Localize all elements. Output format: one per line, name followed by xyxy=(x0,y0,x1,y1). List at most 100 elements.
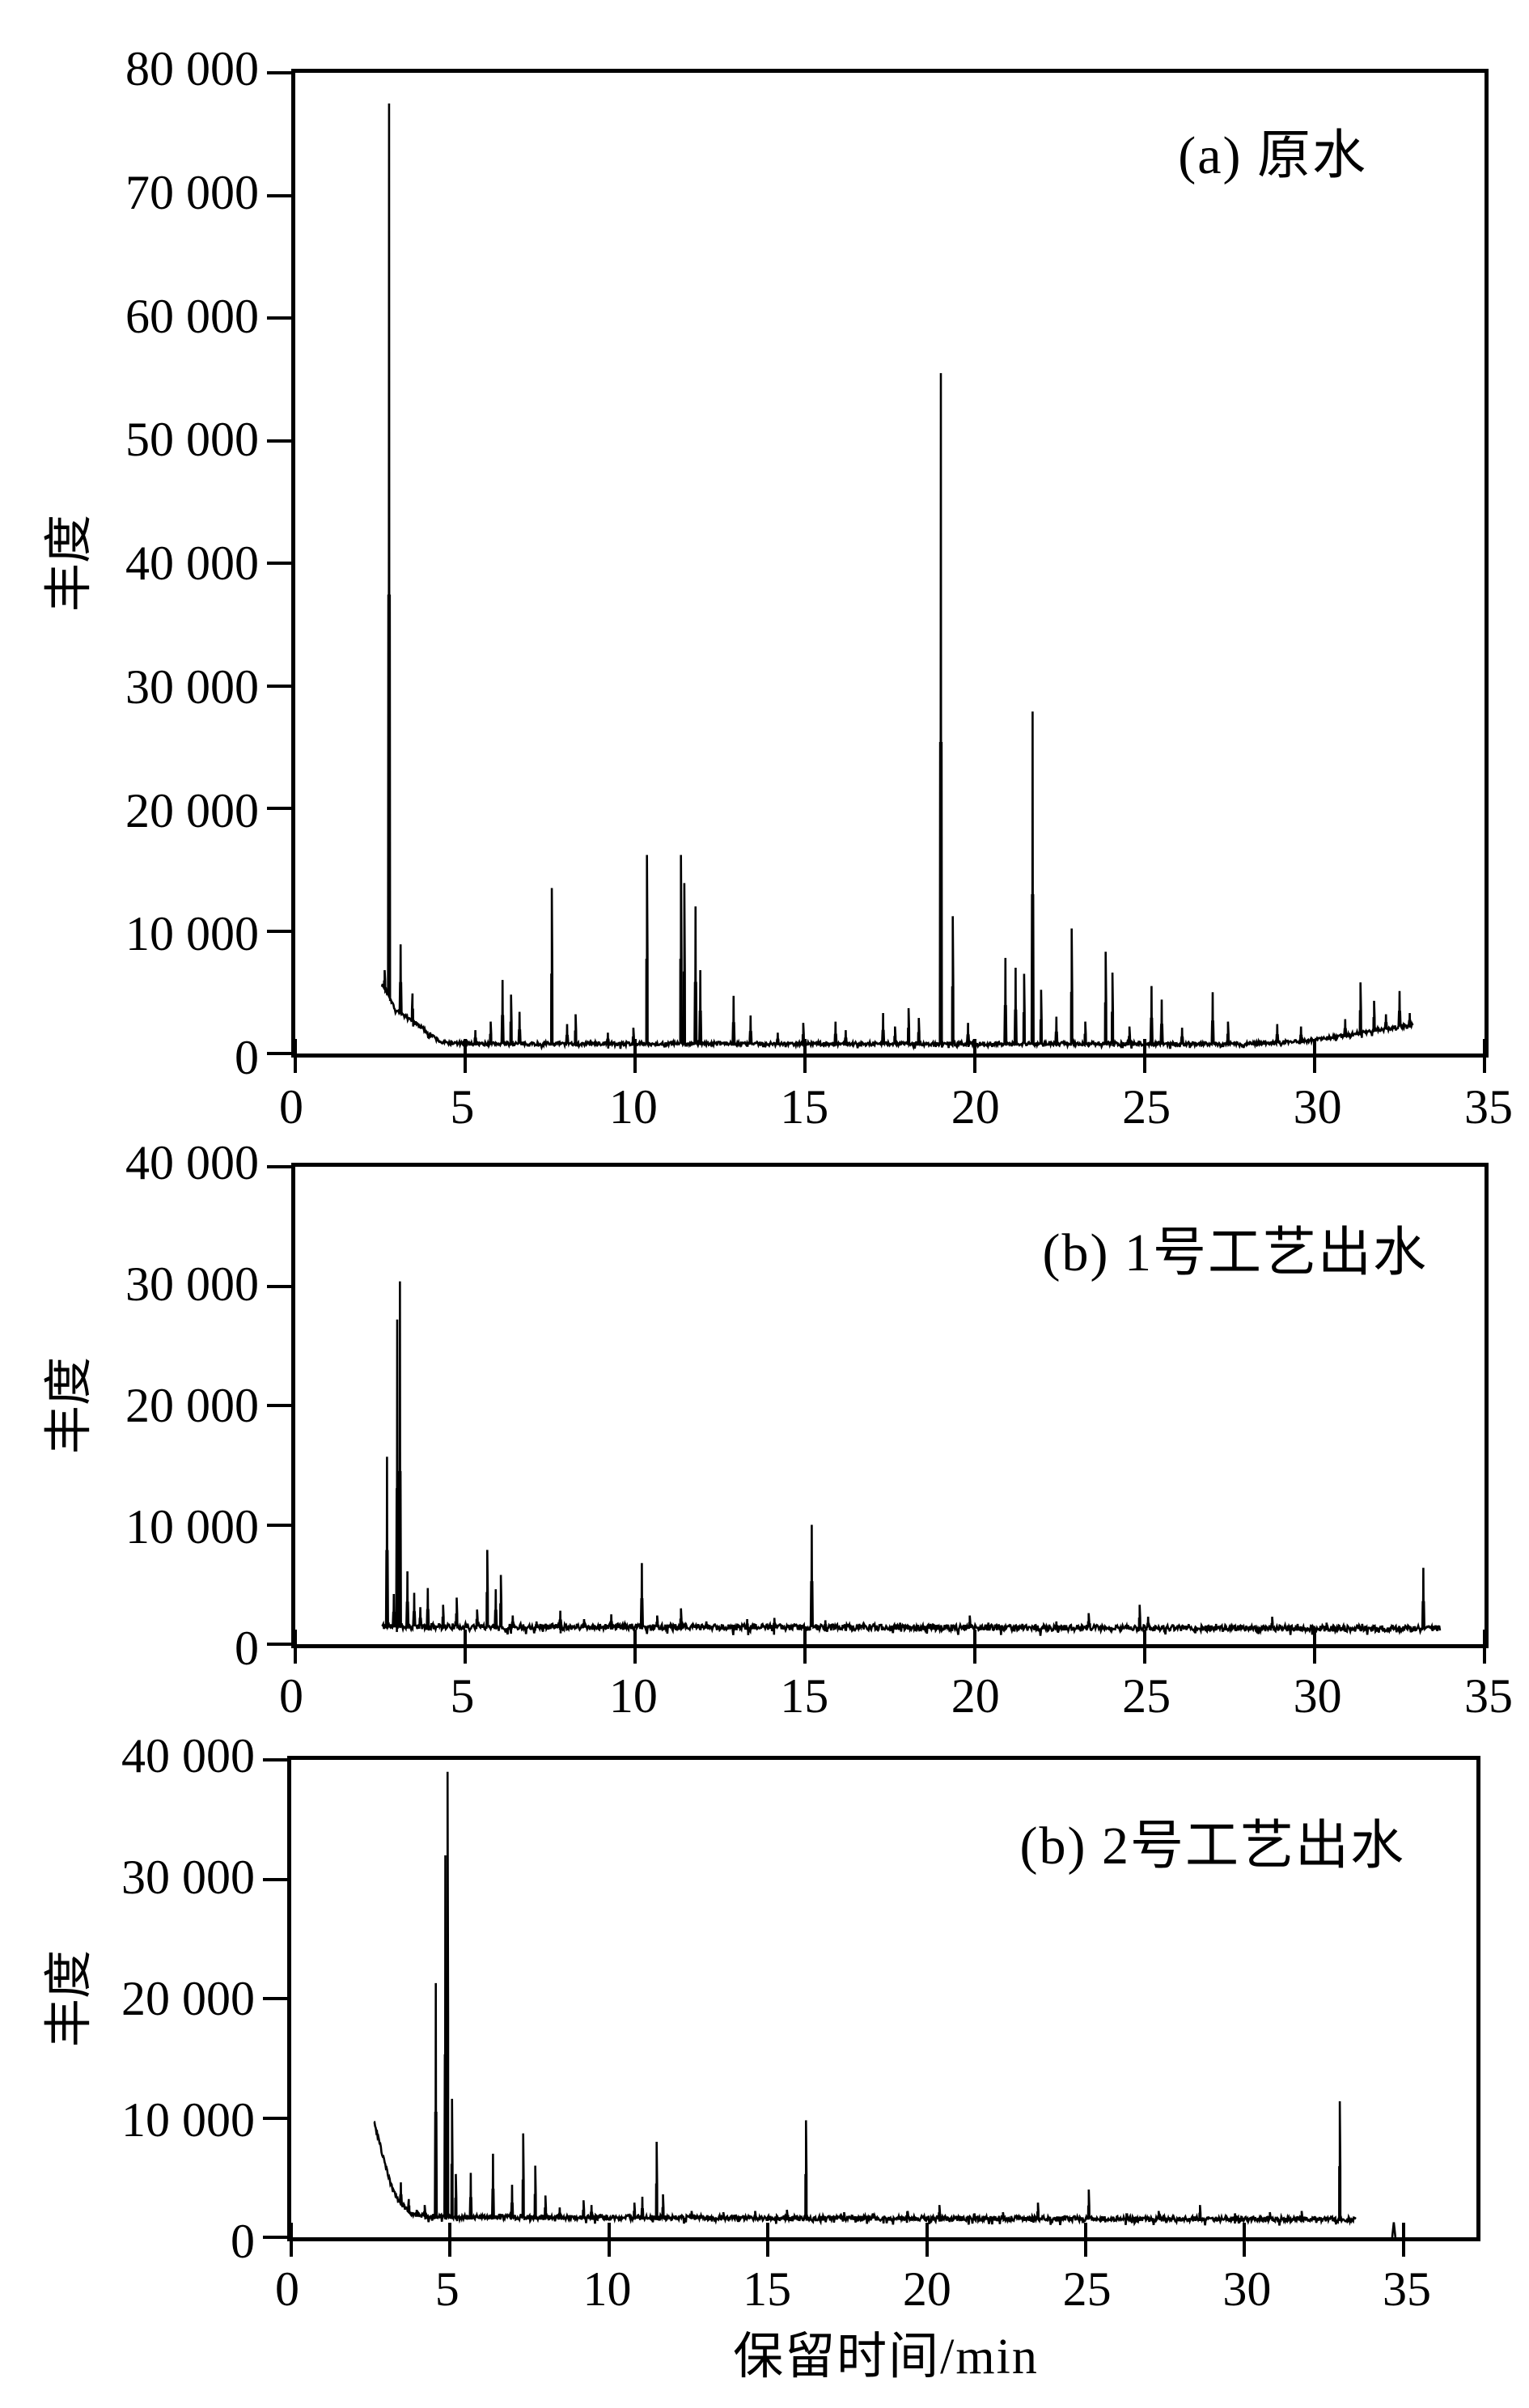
y-tick-label: 30 000 xyxy=(125,1257,259,1311)
x-tick-label: 25 xyxy=(1122,1669,1171,1723)
panel-title: (a) 原水 xyxy=(1178,126,1367,185)
x-axis-tick xyxy=(290,2223,293,2257)
x-axis-tick xyxy=(1243,2223,1247,2257)
x-tick-label: 0 xyxy=(279,1669,303,1723)
y-axis-tick xyxy=(267,1284,291,1288)
y-tick-label: 20 000 xyxy=(125,1379,259,1432)
trace-fragment xyxy=(1392,2223,1396,2237)
x-tick-label: 0 xyxy=(275,2262,299,2316)
y-tick-label: 10 000 xyxy=(125,1500,259,1554)
x-axis-tick xyxy=(972,1039,976,1073)
x-tick-label: 5 xyxy=(450,1080,475,1134)
x-axis-tick xyxy=(607,2223,611,2257)
x-tick-label: 5 xyxy=(434,2262,460,2316)
y-tick-label: 0 xyxy=(235,1622,259,1675)
y-axis-tick xyxy=(267,71,291,74)
chromatogram-trace xyxy=(295,73,1485,1054)
plot-area: (a) 原水 xyxy=(267,69,1489,1073)
y-tick-label: 50 000 xyxy=(125,413,259,467)
y-axis-tick xyxy=(267,929,291,933)
x-axis-tick xyxy=(1313,1630,1316,1664)
x-axis-tick xyxy=(1483,1630,1486,1664)
y-axis-tick xyxy=(263,1758,287,1761)
panel-title: (b) 1号工艺出水 xyxy=(1042,1223,1428,1282)
y-tick-label: 30 000 xyxy=(121,1851,255,1904)
y-tick-label: 60 000 xyxy=(125,289,259,343)
x-tick-label: 20 xyxy=(951,1080,1000,1134)
chromatogram-trace xyxy=(291,1760,1476,2237)
x-axis-tick xyxy=(448,2223,452,2257)
x-tick-label: 35 xyxy=(1383,2262,1432,2316)
x-axis-tick xyxy=(1483,1039,1486,1073)
chromatogram-trace xyxy=(295,1167,1485,1644)
x-tick-label: 30 xyxy=(1293,1669,1342,1723)
y-axis-tick xyxy=(267,193,291,197)
panel-title: (b) 2号工艺出水 xyxy=(1019,1817,1405,1876)
x-axis-tick xyxy=(463,1630,467,1664)
x-axis-tick xyxy=(803,1630,807,1664)
y-tick-label: 40 000 xyxy=(125,536,259,590)
y-axis-tick xyxy=(267,1404,291,1407)
x-tick-label: 35 xyxy=(1464,1669,1513,1723)
plot-area: (b) 1号工艺出水 xyxy=(267,1163,1489,1664)
x-tick-label: 25 xyxy=(1062,2262,1112,2316)
x-axis-tick xyxy=(1143,1039,1146,1073)
x-axis-tick xyxy=(1083,2223,1087,2257)
x-axis-tick xyxy=(803,1039,807,1073)
y-axis-tick xyxy=(267,1643,291,1646)
y-axis-tick xyxy=(267,439,291,443)
x-tick-label: 30 xyxy=(1222,2262,1272,2316)
x-tick-label: 15 xyxy=(780,1669,829,1723)
x-axis-tick xyxy=(294,1039,297,1073)
y-axis-tick xyxy=(267,562,291,565)
trace-path xyxy=(382,104,1413,1049)
y-tick-label: 80 000 xyxy=(125,42,259,95)
x-tick-label: 15 xyxy=(780,1080,829,1134)
y-axis-tick xyxy=(267,316,291,320)
y-tick-label: 30 000 xyxy=(125,659,259,714)
x-axis-tick xyxy=(633,1630,637,1664)
x-axis-tick xyxy=(1313,1039,1316,1073)
x-tick-label: 5 xyxy=(450,1669,475,1723)
y-axis-tick xyxy=(263,2116,287,2120)
x-axis-tick xyxy=(633,1039,637,1073)
trace-path xyxy=(374,1772,1356,2226)
x-axis-tick xyxy=(925,2223,929,2257)
x-tick-label: 0 xyxy=(279,1080,303,1134)
x-tick-label: 25 xyxy=(1122,1080,1171,1134)
y-tick-label: 20 000 xyxy=(125,783,259,837)
y-tick-label: 40 000 xyxy=(125,1136,259,1189)
y-tick-label: 40 000 xyxy=(121,1729,255,1783)
x-axis-title: 保留时间/min xyxy=(733,2330,1039,2385)
x-axis-tick xyxy=(766,2223,770,2257)
y-axis-tick xyxy=(267,807,291,810)
x-axis-tick xyxy=(1143,1630,1146,1664)
y-tick-label: 0 xyxy=(235,1031,259,1084)
y-tick-label: 10 000 xyxy=(125,907,259,961)
x-tick-label: 20 xyxy=(902,2262,951,2316)
x-axis-tick xyxy=(463,1039,467,1073)
x-tick-label: 35 xyxy=(1464,1080,1513,1134)
y-tick-label: 0 xyxy=(231,2215,255,2268)
x-axis-tick xyxy=(1401,2223,1405,2257)
y-axis-tick xyxy=(267,684,291,688)
x-tick-label: 15 xyxy=(743,2262,792,2316)
y-axis-tick xyxy=(263,2236,287,2239)
y-axis-tick xyxy=(263,1997,287,2000)
trace-path xyxy=(382,1282,1440,1636)
y-axis-tick xyxy=(267,1165,291,1168)
x-axis-tick xyxy=(294,1630,297,1664)
x-tick-label: 20 xyxy=(951,1669,1000,1723)
x-axis-tick xyxy=(972,1630,976,1664)
y-axis-tick xyxy=(263,1877,287,1881)
plot-area: (b) 2号工艺出水 xyxy=(263,1756,1480,2257)
x-tick-label: 10 xyxy=(608,1080,658,1134)
x-tick-label: 30 xyxy=(1293,1080,1342,1134)
x-tick-label: 10 xyxy=(608,1669,658,1723)
x-tick-label: 10 xyxy=(582,2262,632,2316)
y-tick-label: 70 000 xyxy=(125,165,259,219)
y-axis-tick xyxy=(267,1052,291,1055)
y-axis-tick xyxy=(267,1523,291,1527)
y-tick-label: 20 000 xyxy=(121,1972,255,2025)
